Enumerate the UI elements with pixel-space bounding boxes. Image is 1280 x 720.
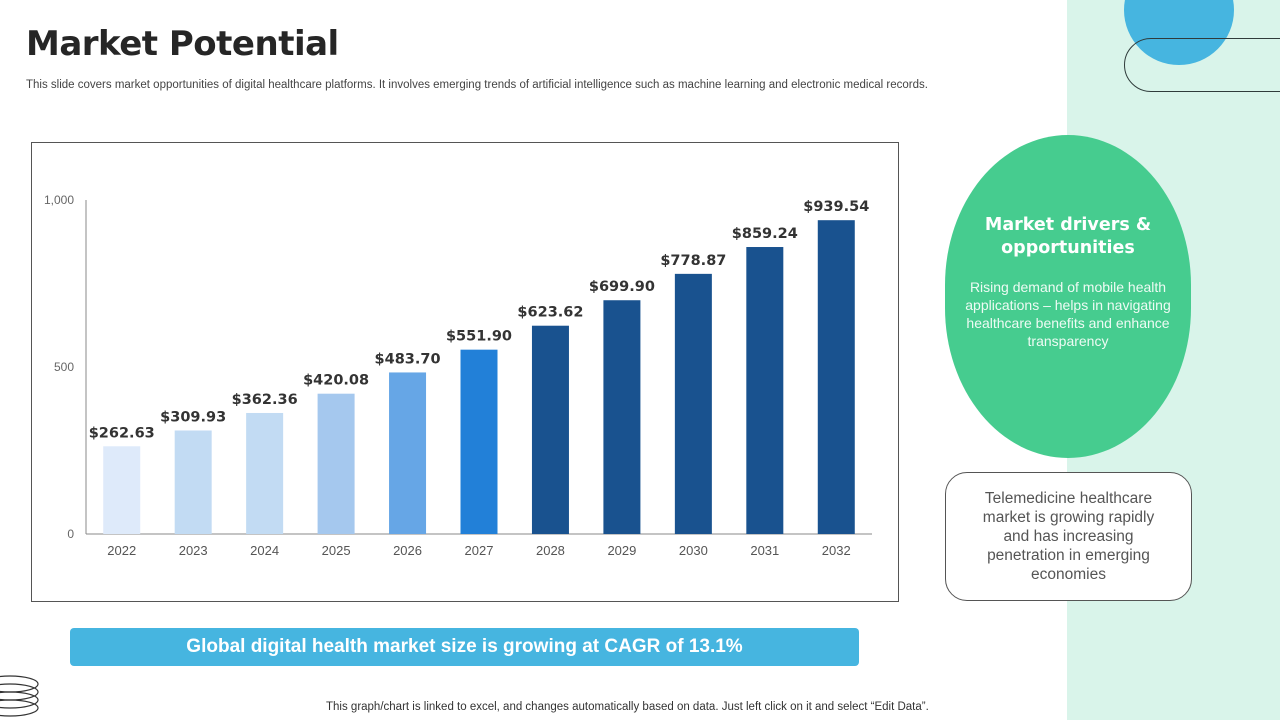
bar-2022[interactable]: [103, 446, 141, 534]
market-drivers-text: Rising demand of mobile health applicati…: [965, 278, 1171, 349]
page-title: Market Potential: [26, 24, 339, 64]
footnote: This graph/chart is linked to excel, and…: [326, 701, 929, 713]
x-tick-label: 2024: [250, 543, 279, 558]
y-tick-label: 0: [67, 527, 74, 541]
data-label: $551.90: [446, 329, 512, 345]
bars-group: [103, 220, 855, 534]
page-subtitle: This slide covers market opportunities o…: [26, 79, 928, 91]
bar-2031[interactable]: [746, 247, 784, 534]
data-label: $420.08: [303, 373, 369, 389]
telemedicine-text: Telemedicine healthcare market is growin…: [982, 490, 1155, 583]
bar-2032[interactable]: [817, 220, 855, 534]
x-tick-label: 2028: [536, 543, 565, 558]
bar-2028[interactable]: [531, 325, 569, 534]
x-tick-label: 2031: [750, 543, 779, 558]
bar-2024[interactable]: [246, 412, 284, 534]
bar-2023[interactable]: [174, 430, 212, 534]
y-tick-label: 1,000: [44, 193, 74, 207]
x-tick-label: 2025: [322, 543, 351, 558]
market-drivers-bubble: Market drivers & opportunities Rising de…: [945, 135, 1191, 458]
x-tick-label: 2027: [465, 543, 494, 558]
x-tick-label: 2023: [179, 543, 208, 558]
decorative-pill-outline: [1124, 38, 1280, 92]
x-tick-label: 2030: [679, 543, 708, 558]
x-tick-label: 2032: [822, 543, 851, 558]
chart-container[interactable]: 0 500 1,000 2022 2023 2024 2025 2026 2027 2028 20…: [31, 142, 899, 602]
market-drivers-title: Market drivers & opportunities: [984, 214, 1152, 258]
data-labels-group: $262.63 $309.93 $362.36 $420.08 $483.70 $551.…: [89, 199, 870, 441]
data-label: $623.62: [517, 305, 583, 321]
x-tick-label: 2029: [607, 543, 636, 558]
bar-2026[interactable]: [389, 372, 427, 534]
data-label: $483.70: [375, 351, 441, 367]
data-label: $939.54: [803, 199, 869, 215]
cagr-callout-text: Global digital health market size is gro…: [186, 636, 743, 657]
y-tick-label: 500: [54, 360, 74, 374]
bar-2027[interactable]: [460, 349, 498, 534]
decorative-coil-icon: [0, 675, 39, 717]
cagr-callout-banner: Global digital health market size is gro…: [70, 628, 859, 666]
data-label: $309.93: [160, 409, 226, 425]
telemedicine-callout-box: Telemedicine healthcare market is growin…: [945, 472, 1192, 601]
x-tick-label: 2022: [107, 543, 136, 558]
bar-2029[interactable]: [603, 300, 641, 534]
data-label: $262.63: [89, 425, 155, 441]
data-label: $859.24: [732, 226, 798, 242]
data-label: $778.87: [660, 253, 726, 269]
y-axis: 0 500 1,000: [44, 193, 87, 541]
x-axis: 2022 2023 2024 2025 2026 2027 2028 2029 2030 2031…: [86, 533, 872, 558]
x-tick-label: 2026: [393, 543, 422, 558]
data-label: $362.36: [232, 392, 298, 408]
data-label: $699.90: [589, 279, 655, 295]
bar-2030[interactable]: [674, 273, 712, 534]
bar-2025[interactable]: [317, 393, 355, 534]
